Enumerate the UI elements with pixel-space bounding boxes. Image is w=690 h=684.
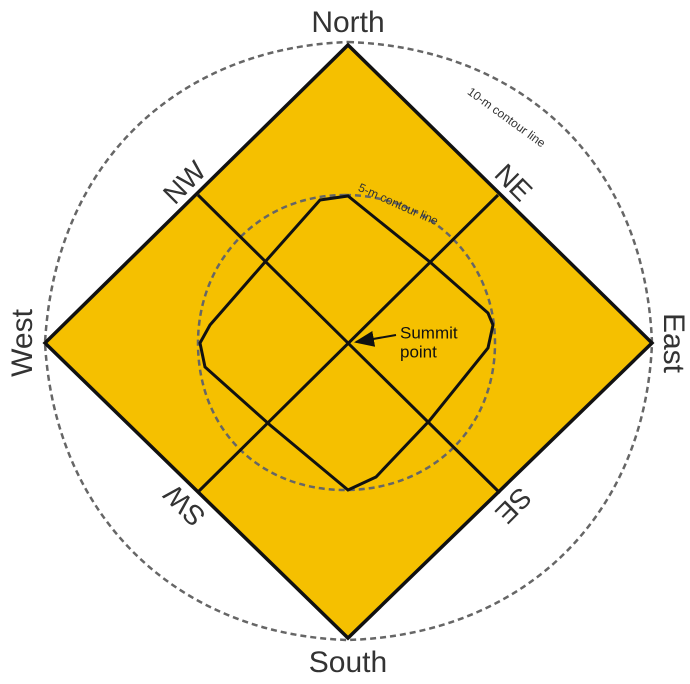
west-label: West	[6, 308, 39, 376]
north-label: North	[311, 6, 384, 39]
inner-contour	[196, 193, 497, 492]
east-label: East	[657, 313, 690, 374]
summit-outline	[198, 194, 495, 492]
south-label: South	[309, 646, 387, 679]
summit-label: point	[400, 342, 437, 361]
summit-arrow	[354, 331, 397, 347]
outer-contour-label: 10-m contour line	[465, 84, 548, 150]
summit-label: Summit	[400, 323, 458, 342]
ne-sw-line	[196, 193, 500, 494]
